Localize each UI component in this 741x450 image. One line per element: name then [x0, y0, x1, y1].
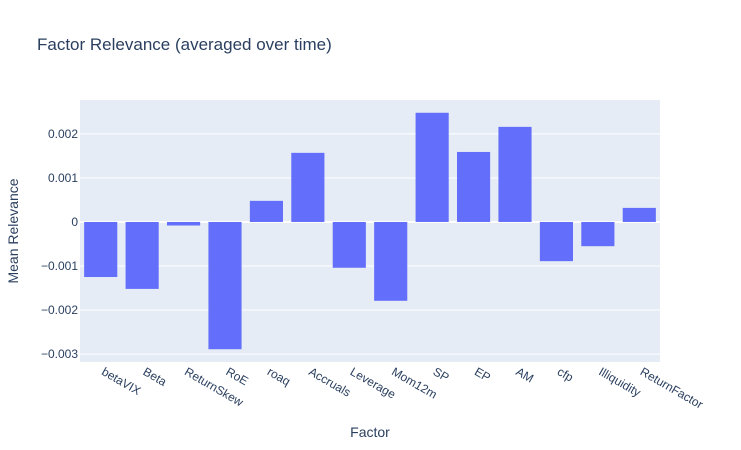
y-tick-label: 0 — [71, 215, 78, 229]
bar-sp — [415, 112, 449, 222]
x-tick-label: AM — [514, 364, 537, 385]
y-tick-label: −0.003 — [41, 347, 78, 361]
bar-returnfactor — [622, 207, 656, 222]
y-tick-label: −0.002 — [41, 303, 78, 317]
bar-illiquidity — [581, 221, 615, 247]
x-tick-label: Mom12m — [389, 364, 439, 401]
bar-leverage — [332, 221, 366, 268]
chart-title: Factor Relevance (averaged over time) — [37, 35, 332, 54]
bar-cfp — [539, 221, 573, 262]
x-tick-label: EP — [472, 364, 493, 384]
bar-am — [498, 126, 532, 222]
x-tick-label: Accruals — [306, 364, 353, 399]
bar-ep — [457, 151, 491, 222]
bar-returnskew — [167, 221, 201, 226]
y-tick-label: −0.001 — [41, 259, 78, 273]
x-tick-label: Beta — [141, 364, 170, 389]
bar-accruals — [291, 152, 325, 222]
x-tick-label: RoE — [224, 364, 251, 388]
bar-betavix — [84, 221, 118, 278]
bar-roaq — [249, 200, 283, 222]
x-tick-label: Leverage — [348, 364, 399, 401]
x-tick-label: cfp — [555, 364, 576, 384]
bars — [84, 112, 656, 350]
y-axis-title: Mean Relevance — [5, 178, 21, 283]
x-tick-label: Illiquidity — [596, 364, 643, 399]
y-tick-label: 0.002 — [48, 127, 78, 141]
x-tick-label: betaVIX — [99, 364, 143, 397]
y-tick-label: 0.001 — [48, 171, 78, 185]
bar-beta — [125, 221, 159, 289]
x-axis-title: Factor — [350, 424, 390, 440]
bar-mom12m — [374, 221, 408, 301]
bar-roe — [208, 221, 242, 350]
x-tick-label: roaq — [265, 364, 293, 388]
x-tick-label: ReturnFactor — [638, 364, 706, 411]
x-tick-label: SP — [431, 364, 452, 384]
y-tick-labels: 0.002 0.001 0 −0.001 −0.002 −0.003 — [41, 127, 78, 361]
